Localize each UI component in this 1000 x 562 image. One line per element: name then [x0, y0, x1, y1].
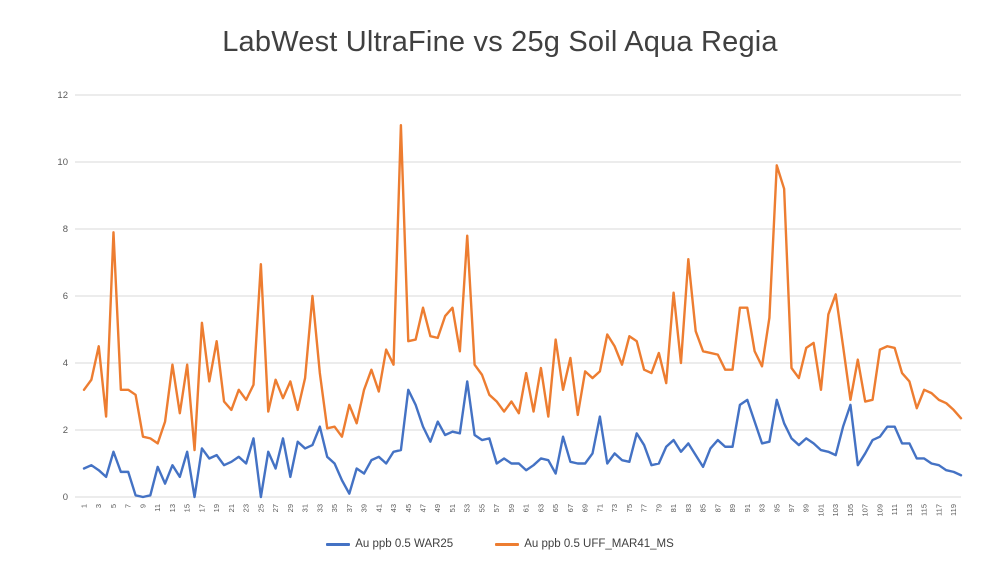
y-tick-label: 2: [63, 425, 68, 436]
x-tick-label: 61: [522, 504, 531, 512]
x-tick-label: 107: [861, 504, 870, 517]
y-tick-label: 10: [57, 157, 68, 168]
x-tick-label: 23: [242, 504, 251, 512]
x-tick-label: 101: [816, 504, 825, 517]
x-tick-label: 81: [669, 504, 678, 512]
x-tick-label: 55: [477, 504, 486, 512]
x-tick-label: 9: [138, 504, 147, 508]
x-tick-label: 105: [846, 504, 855, 517]
series-line-war25: [82, 380, 963, 499]
x-tick-label: 59: [507, 504, 516, 512]
x-tick-label: 71: [595, 504, 604, 512]
y-tick-label: 6: [63, 291, 68, 302]
x-tick-label: 47: [419, 504, 428, 512]
x-tick-label: 109: [875, 504, 884, 517]
x-tick-label: 37: [345, 504, 354, 512]
x-tick-label: 91: [743, 504, 752, 512]
x-tick-label: 93: [758, 504, 767, 512]
x-tick-label: 83: [684, 504, 693, 512]
x-tick-label: 41: [374, 504, 383, 512]
x-tick-label: 69: [581, 504, 590, 512]
legend-label: Au ppb 0.5 UFF_MAR41_MS: [524, 538, 674, 550]
x-tick-label: 27: [271, 504, 280, 512]
x-tick-label: 65: [551, 504, 560, 512]
x-tick-label: 39: [360, 504, 369, 512]
x-tick-label: 49: [433, 504, 442, 512]
x-tick-label: 75: [625, 504, 634, 512]
x-tick-label: 15: [183, 504, 192, 512]
x-tick-label: 1: [80, 504, 89, 508]
x-tick-label: 73: [610, 504, 619, 512]
series-line-uff: [82, 123, 963, 452]
x-tick-label: 67: [566, 504, 575, 512]
x-tick-label: 19: [212, 504, 221, 512]
x-tick-label: 99: [802, 504, 811, 512]
x-tick-label: 77: [640, 504, 649, 512]
legend-entry-war25: Au ppb 0.5 WAR25: [326, 538, 453, 550]
x-tick-label: 119: [949, 504, 958, 516]
x-tick-label: 85: [699, 504, 708, 512]
chart-title: LabWest UltraFine vs 25g Soil Aqua Regia: [222, 26, 778, 58]
x-tick-label: 13: [168, 504, 177, 512]
chart-legend: Au ppb 0.5 WAR25 Au ppb 0.5 UFF_MAR41_MS: [0, 538, 1000, 550]
x-tick-label: 79: [654, 504, 663, 512]
y-tick-label: 0: [63, 492, 68, 503]
legend-label: Au ppb 0.5 WAR25: [355, 538, 454, 550]
x-tick-label: 21: [227, 504, 236, 512]
x-tick-label: 89: [728, 504, 737, 512]
x-tick-label: 103: [831, 504, 840, 517]
x-tick-label: 43: [389, 504, 398, 512]
y-tick-label: 8: [63, 224, 68, 235]
legend-line-swatch-orange: [495, 542, 520, 546]
legend-line-swatch-blue: [326, 542, 351, 546]
legend-entry-uff: Au ppb 0.5 UFF_MAR41_MS: [495, 538, 674, 550]
x-tick-label: 33: [315, 504, 324, 512]
x-tick-label: 51: [448, 504, 457, 512]
y-axis-labels: 0 2 4 6 8 10 12: [57, 90, 68, 503]
x-tick-label: 97: [787, 504, 796, 512]
x-tick-label: 63: [536, 504, 545, 512]
x-tick-label: 3: [94, 504, 103, 508]
x-tick-label: 117: [934, 504, 943, 516]
x-tick-label: 31: [301, 504, 310, 512]
x-tick-label: 11: [153, 504, 162, 512]
y-tick-label: 12: [57, 90, 68, 101]
x-tick-label: 53: [463, 504, 472, 512]
x-tick-label: 113: [905, 504, 914, 516]
gridlines: [75, 94, 961, 498]
x-tick-label: 87: [713, 504, 722, 512]
x-tick-label: 7: [124, 504, 133, 508]
x-tick-label: 29: [286, 504, 295, 512]
x-tick-label: 5: [109, 504, 118, 508]
y-tick-label: 4: [63, 358, 68, 369]
x-tick-label: 115: [920, 504, 929, 516]
x-tick-label: 45: [404, 504, 413, 512]
x-tick-label: 95: [772, 504, 781, 512]
x-axis-labels: 1 3 5 7 9 11 13 15 17 19 21 23 25 27 29 31 33 35 37 39 41 43 4…: [80, 504, 959, 517]
x-tick-label: 57: [492, 504, 501, 512]
x-tick-label: 17: [197, 504, 206, 512]
x-tick-label: 111: [890, 504, 899, 515]
x-tick-label: 35: [330, 504, 339, 512]
x-tick-label: 25: [256, 504, 265, 512]
